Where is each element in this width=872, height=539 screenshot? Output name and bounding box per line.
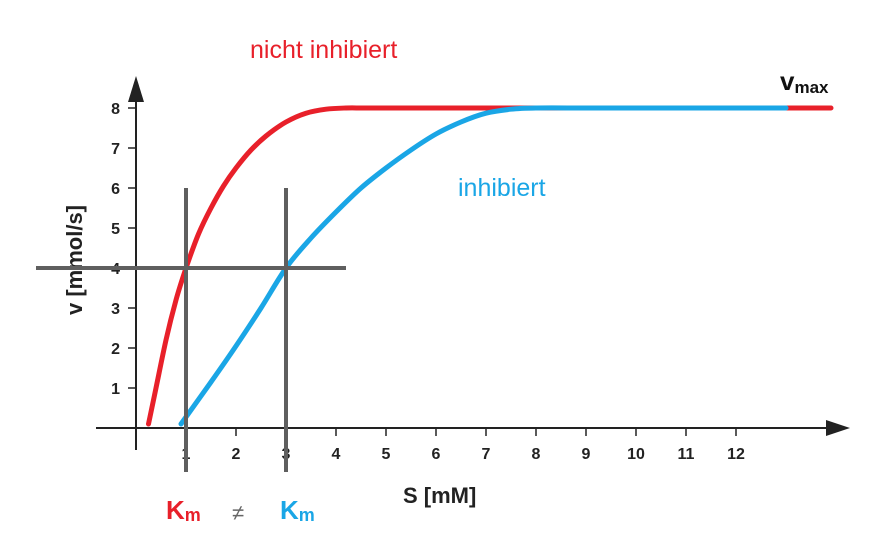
km-uninhibited: Km bbox=[166, 495, 201, 525]
y-tick-label: 5 bbox=[111, 221, 120, 238]
vmax-label: vmax bbox=[780, 66, 829, 97]
series-lines bbox=[146, 105, 834, 427]
x-tick-label: 4 bbox=[332, 446, 341, 463]
x-tick-label: 7 bbox=[482, 446, 491, 463]
y-tick-label: 6 bbox=[111, 181, 120, 198]
series-line-uninhibited bbox=[146, 105, 834, 427]
x-tick-label: 2 bbox=[232, 446, 241, 463]
y-tick-label: 2 bbox=[111, 341, 120, 358]
x-tick-label: 10 bbox=[627, 446, 645, 463]
x-tick-label: 12 bbox=[727, 446, 745, 463]
km-uninhibited-subscript: m bbox=[185, 505, 201, 525]
x-tick-label: 5 bbox=[382, 446, 391, 463]
x-tick-label: 11 bbox=[678, 446, 695, 463]
series-line-inhibited bbox=[178, 105, 789, 427]
legend-inhibited: inhibiert bbox=[458, 174, 546, 202]
x-axis-arrowhead bbox=[826, 420, 850, 436]
guide-lines bbox=[36, 188, 346, 472]
km-inhibited-main: K bbox=[280, 495, 299, 525]
y-tick-label: 3 bbox=[111, 301, 120, 318]
vmax-subscript: max bbox=[794, 78, 829, 97]
x-tick-label: 6 bbox=[432, 446, 441, 463]
km-uninhibited-main: K bbox=[166, 495, 185, 525]
legend-uninhibited: nicht inhibiert bbox=[250, 36, 397, 64]
y-tick-label: 8 bbox=[111, 101, 120, 118]
km-inhibited: Km bbox=[280, 495, 315, 525]
y-axis-label: v [mmol/s] bbox=[62, 205, 87, 315]
x-tick-label: 9 bbox=[582, 446, 591, 463]
y-axis-arrowhead bbox=[128, 76, 144, 102]
not-equal-sign: ≠ bbox=[232, 500, 244, 525]
y-tick-label: 7 bbox=[111, 141, 120, 158]
axes bbox=[96, 76, 850, 450]
vmax-main: v bbox=[780, 66, 795, 96]
y-tick-label: 1 bbox=[111, 381, 120, 398]
x-axis-label: S [mM] bbox=[403, 483, 476, 508]
x-tick-label: 8 bbox=[532, 446, 541, 463]
tick-marks-and-labels: 12345678910111212345678 bbox=[111, 101, 745, 463]
km-inhibited-subscript: m bbox=[299, 505, 315, 525]
